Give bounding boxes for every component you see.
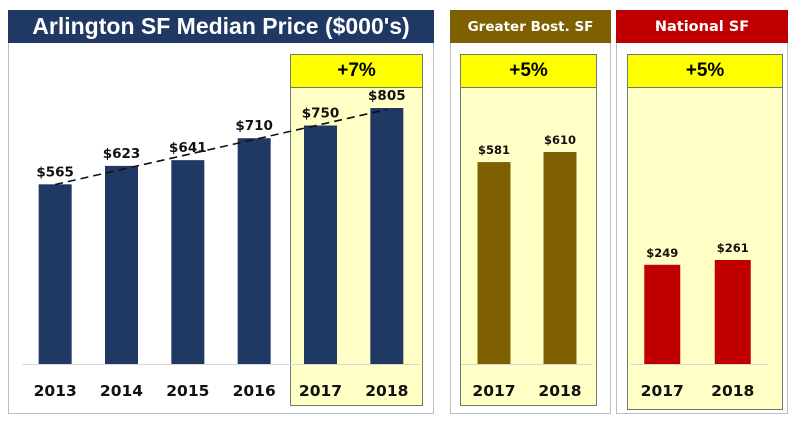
arlington-x-tick-2014: 2014 [100,382,143,400]
arlington-change-badge: +7% [291,55,422,88]
national-x-tick-2017: 2017 [641,382,684,400]
national-data-label-2017: $249 [646,246,678,260]
arlington-trendline [54,108,388,186]
national-x-tick-2018: 2018 [711,382,754,400]
arlington-x-tick-2017: 2017 [299,382,342,400]
greater-boston-chart-title: Greater Bost. SF [450,10,611,43]
arlington-bar-2018 [370,108,404,364]
greater-boston-bar-2017 [477,162,511,364]
arlington-x-tick-2016: 2016 [233,382,276,400]
greater-boston-data-label-2017: $581 [478,143,510,157]
arlington-data-label-2017: $750 [302,105,340,121]
arlington-bar-2014 [105,165,138,364]
greater-boston-data-label-2018: $610 [544,133,576,147]
national-bar-2018 [714,260,751,364]
arlington-chart-title: Arlington SF Median Price ($000's) [8,10,434,43]
national-change-badge: +5% [628,55,782,88]
arlington-x-tick-2015: 2015 [166,382,209,400]
arlington-bar-2015 [171,160,205,364]
arlington-x-tick-2018: 2018 [365,382,408,400]
greater-boston-bar-2018 [543,152,577,364]
national-bar-2017 [644,264,681,364]
greater-boston-x-tick-2017: 2017 [472,382,515,400]
arlington-x-tick-2013: 2013 [34,382,77,400]
national-data-label-2018: $261 [717,241,749,255]
arlington-data-label-2013: $565 [36,164,74,180]
arlington-bar-2013 [38,184,72,364]
greater-boston-x-tick-2018: 2018 [538,382,581,400]
arlington-data-label-2016: $710 [235,118,273,134]
arlington-bar-2016 [237,138,271,364]
national-chart-title: National SF [616,10,788,43]
arlington-data-label-2014: $623 [103,146,141,162]
arlington-bar-2017 [304,125,337,364]
arlington-data-label-2018: $805 [368,88,406,104]
greater-boston-change-badge: +5% [461,55,596,88]
